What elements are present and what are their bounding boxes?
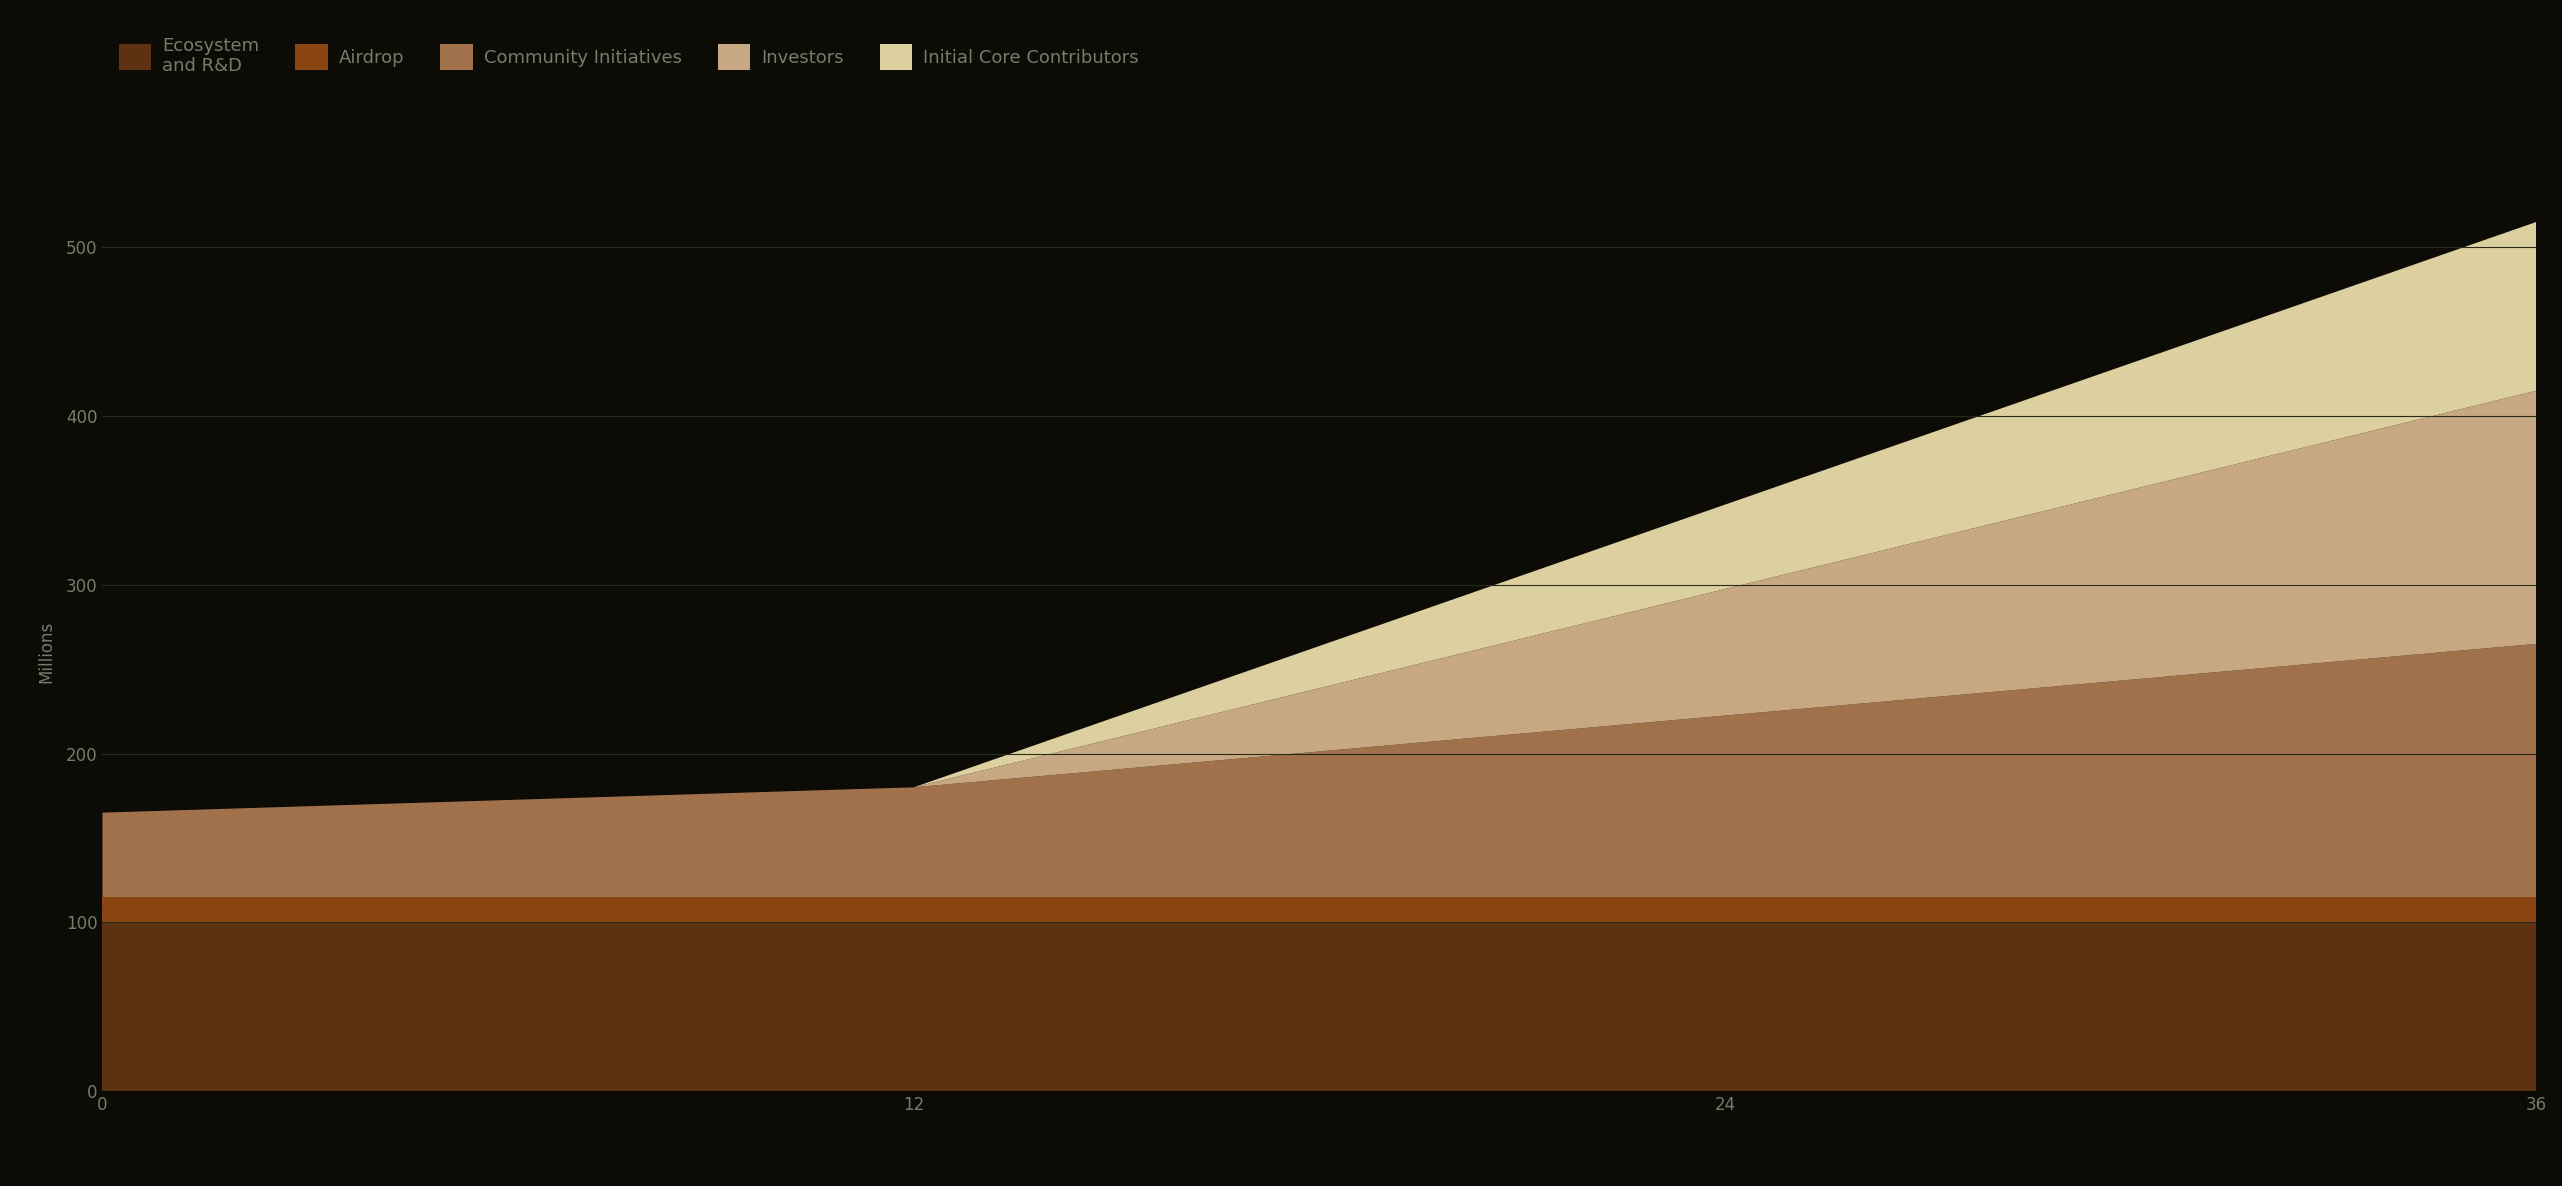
Legend: Ecosystem
and R&D, Airdrop, Community Initiatives, Investors, Initial Core Contr: Ecosystem and R&D, Airdrop, Community In…: [113, 30, 1145, 83]
Y-axis label: Millions: Millions: [36, 621, 54, 683]
